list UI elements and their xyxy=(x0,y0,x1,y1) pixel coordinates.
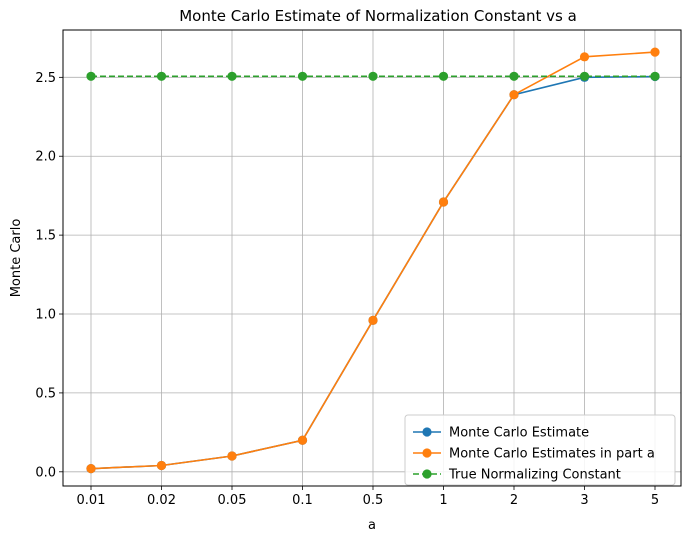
data-point xyxy=(438,197,449,207)
data-point xyxy=(156,460,167,471)
y-tick-label: 0.0 xyxy=(35,465,56,480)
x-tick-label: 2 xyxy=(510,493,518,508)
data-point xyxy=(368,71,378,81)
y-axis-ticks: 0.0 0.5 1.0 1.5 2.0 2.5 xyxy=(35,71,63,480)
data-point xyxy=(86,464,96,474)
x-tick-label: 1 xyxy=(439,493,447,508)
x-tick-label: 3 xyxy=(580,493,588,508)
data-point xyxy=(509,90,519,100)
data-point xyxy=(156,71,167,81)
series-2 xyxy=(86,47,660,474)
data-point xyxy=(650,47,660,57)
legend-label: Monte Carlo Estimates in part a xyxy=(449,447,655,462)
data-point xyxy=(297,435,308,445)
data-point xyxy=(579,52,590,62)
x-tick-label: 0.05 xyxy=(218,493,247,508)
plot-series xyxy=(86,47,660,474)
x-tick-label: 0.1 xyxy=(292,493,313,508)
data-point xyxy=(650,71,660,81)
y-tick-label: 0.5 xyxy=(35,386,56,401)
y-tick-label: 2.5 xyxy=(35,71,56,86)
x-tick-label: 0.01 xyxy=(77,493,106,508)
x-axis-ticks: 0.01 0.02 0.05 0.1 0.5 1 2 3 5 xyxy=(77,486,659,508)
x-axis-label: a xyxy=(368,518,376,533)
data-point xyxy=(297,71,308,81)
legend-label: Monte Carlo Estimate xyxy=(449,426,589,441)
x-tick-label: 0.02 xyxy=(147,493,176,508)
data-point xyxy=(227,451,237,461)
series-3 xyxy=(86,71,660,81)
y-axis-label: Monte Carlo xyxy=(9,219,24,298)
data-point xyxy=(227,71,237,81)
grid xyxy=(63,30,681,486)
legend-box xyxy=(404,414,676,486)
y-tick-label: 2.0 xyxy=(35,150,56,165)
plot-frame xyxy=(62,29,682,487)
data-point xyxy=(579,71,590,81)
chart-title: Monte Carlo Estimate of Normalization Co… xyxy=(179,7,577,25)
x-tick-label: 5 xyxy=(651,493,659,508)
legend-marker xyxy=(422,448,432,458)
data-point xyxy=(368,315,378,325)
data-point xyxy=(509,71,519,81)
legend: Monte Carlo Estimate Monte Carlo Estimate… xyxy=(404,414,676,486)
y-tick-label: 1.0 xyxy=(35,308,56,323)
data-point xyxy=(438,71,449,81)
legend-label: True Normalizing Constant xyxy=(448,468,621,483)
legend-marker xyxy=(422,469,432,479)
x-tick-label: 0.5 xyxy=(363,493,384,508)
legend-marker xyxy=(422,427,432,437)
data-point xyxy=(86,71,96,81)
y-tick-label: 1.5 xyxy=(35,229,56,244)
